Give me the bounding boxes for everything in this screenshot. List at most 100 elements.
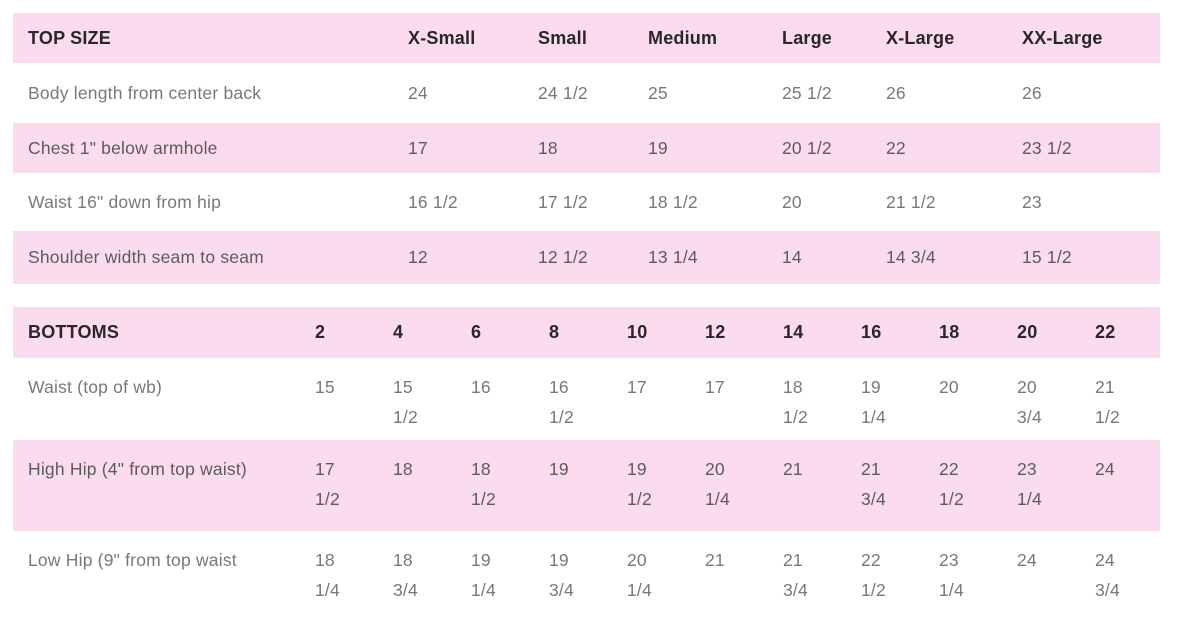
cell: 17 — [612, 358, 690, 440]
cell: 18 3/4 — [378, 531, 456, 621]
table-row: High Hip (4" from top waist) 17 1/2 18 1… — [13, 440, 1160, 531]
cell-value: 18 — [393, 459, 413, 479]
column-header-8: 8 — [549, 322, 560, 342]
row-label: Chest 1" below armhole — [28, 137, 218, 158]
cell-value: 16 — [471, 377, 491, 397]
cell: 14 — [782, 247, 802, 267]
cell-value: 19 — [549, 459, 569, 479]
cell: 18 — [378, 440, 456, 531]
cell: 21 3/4 — [768, 531, 846, 621]
bottoms-table: BOTTOMS 2 4 6 8 10 12 14 16 18 20 22 Wai… — [13, 307, 1160, 621]
cell: 23 1/2 — [1022, 137, 1072, 158]
cell: 12 — [408, 247, 428, 267]
bottoms-title: BOTTOMS — [28, 322, 120, 342]
cell: 13 1/4 — [648, 247, 698, 267]
cell-value: 17 — [705, 377, 725, 397]
cell: 24 3/4 — [1080, 531, 1160, 621]
cell: 19 1/4 — [846, 358, 924, 440]
table-row: Low Hip (9" from top waist 18 1/4 18 3/4… — [13, 531, 1160, 621]
cell: 24 — [1002, 531, 1080, 621]
column-header-xlarge: X-Large — [886, 27, 955, 48]
cell-value: 18 3/4 — [393, 550, 418, 600]
cell: 12 1/2 — [538, 247, 588, 267]
cell: 24 — [1080, 440, 1160, 531]
cell-value: 20 1/4 — [705, 459, 730, 509]
cell: 23 — [1022, 191, 1042, 212]
cell: 26 — [1022, 82, 1042, 103]
cell-value: 19 1/4 — [861, 377, 886, 427]
cell: 17 — [408, 137, 428, 158]
column-header-20: 20 — [1017, 322, 1038, 342]
column-header-large: Large — [782, 27, 833, 48]
column-header-12: 12 — [705, 322, 726, 342]
table-row: Waist 16" down from hip 16 1/2 17 1/2 18… — [13, 173, 1160, 231]
column-header-4: 4 — [393, 322, 404, 342]
cell-value: 15 — [315, 377, 335, 397]
row-label: Waist (top of wb) — [28, 377, 163, 397]
cell: 24 1/2 — [538, 82, 588, 103]
cell: 19 — [648, 137, 668, 158]
cell: 16 — [456, 358, 534, 440]
cell-value: 22 1/2 — [861, 550, 886, 600]
cell: 14 3/4 — [886, 247, 936, 267]
cell-value: 16 1/2 — [549, 377, 574, 427]
cell: 20 — [924, 358, 1002, 440]
row-label: Shoulder width seam to seam — [28, 247, 264, 267]
cell: 15 1/2 — [378, 358, 456, 440]
cell-value: 23 1/4 — [939, 550, 964, 600]
table-row: Body length from center back 24 24 1/2 2… — [13, 63, 1160, 123]
cell-value: 17 1/2 — [315, 459, 340, 509]
cell: 21 3/4 — [846, 440, 924, 531]
cell-value: 24 3/4 — [1095, 550, 1120, 600]
cell: 26 — [886, 82, 906, 103]
row-label: High Hip (4" from top waist) — [28, 459, 247, 479]
cell: 18 1/2 — [768, 358, 846, 440]
cell: 18 1/2 — [456, 440, 534, 531]
cell-value: 22 1/2 — [939, 459, 964, 509]
table-spacer — [13, 284, 1160, 307]
column-header-2: 2 — [315, 322, 326, 342]
cell-value: 15 1/2 — [393, 377, 418, 427]
cell: 24 — [408, 82, 428, 103]
cell: 15 — [300, 358, 378, 440]
column-header-xxlarge: XX-Large — [1022, 27, 1103, 48]
column-header-small: Small — [538, 27, 588, 48]
cell: 23 1/4 — [1002, 440, 1080, 531]
cell: 16 1/2 — [534, 358, 612, 440]
cell: 19 3/4 — [534, 531, 612, 621]
cell-value: 18 1/4 — [315, 550, 340, 600]
cell-value: 18 1/2 — [471, 459, 496, 509]
cell-value: 21 3/4 — [861, 459, 886, 509]
cell: 20 3/4 — [1002, 358, 1080, 440]
cell: 17 1/2 — [538, 191, 588, 212]
column-header-medium: Medium — [648, 27, 718, 48]
cell-value: 20 1/4 — [627, 550, 652, 600]
cell: 21 — [690, 531, 768, 621]
cell: 20 1/4 — [690, 440, 768, 531]
cell-value: 24 — [1095, 459, 1115, 479]
cell: 21 1/2 — [1080, 358, 1160, 440]
cell-value: 18 1/2 — [783, 377, 808, 427]
column-header-16: 16 — [861, 322, 882, 342]
row-label: Waist 16" down from hip — [28, 191, 222, 212]
cell-value: 21 3/4 — [783, 550, 808, 600]
cell-value: 19 3/4 — [549, 550, 574, 600]
cell: 23 1/4 — [924, 531, 1002, 621]
cell-value: 20 — [939, 377, 959, 397]
cell: 20 1/2 — [782, 137, 832, 158]
cell: 21 — [768, 440, 846, 531]
cell-value: 21 — [783, 459, 803, 479]
top-size-header-row: TOP SIZE X-Small Small Medium Large X-La… — [13, 13, 1160, 63]
cell: 18 1/2 — [648, 191, 698, 212]
top-size-table: TOP SIZE X-Small Small Medium Large X-La… — [13, 13, 1160, 284]
column-header-18: 18 — [939, 322, 960, 342]
cell: 16 1/2 — [408, 191, 458, 212]
cell-value: 17 — [627, 377, 647, 397]
cell: 22 1/2 — [924, 440, 1002, 531]
cell-value: 20 3/4 — [1017, 377, 1042, 427]
cell: 25 — [648, 82, 668, 103]
table-row: Waist (top of wb) 15 15 1/2 16 16 1/2 17… — [13, 358, 1160, 440]
cell-value: 24 — [1017, 550, 1037, 570]
cell-value: 19 1/4 — [471, 550, 496, 600]
cell: 20 — [782, 191, 802, 212]
